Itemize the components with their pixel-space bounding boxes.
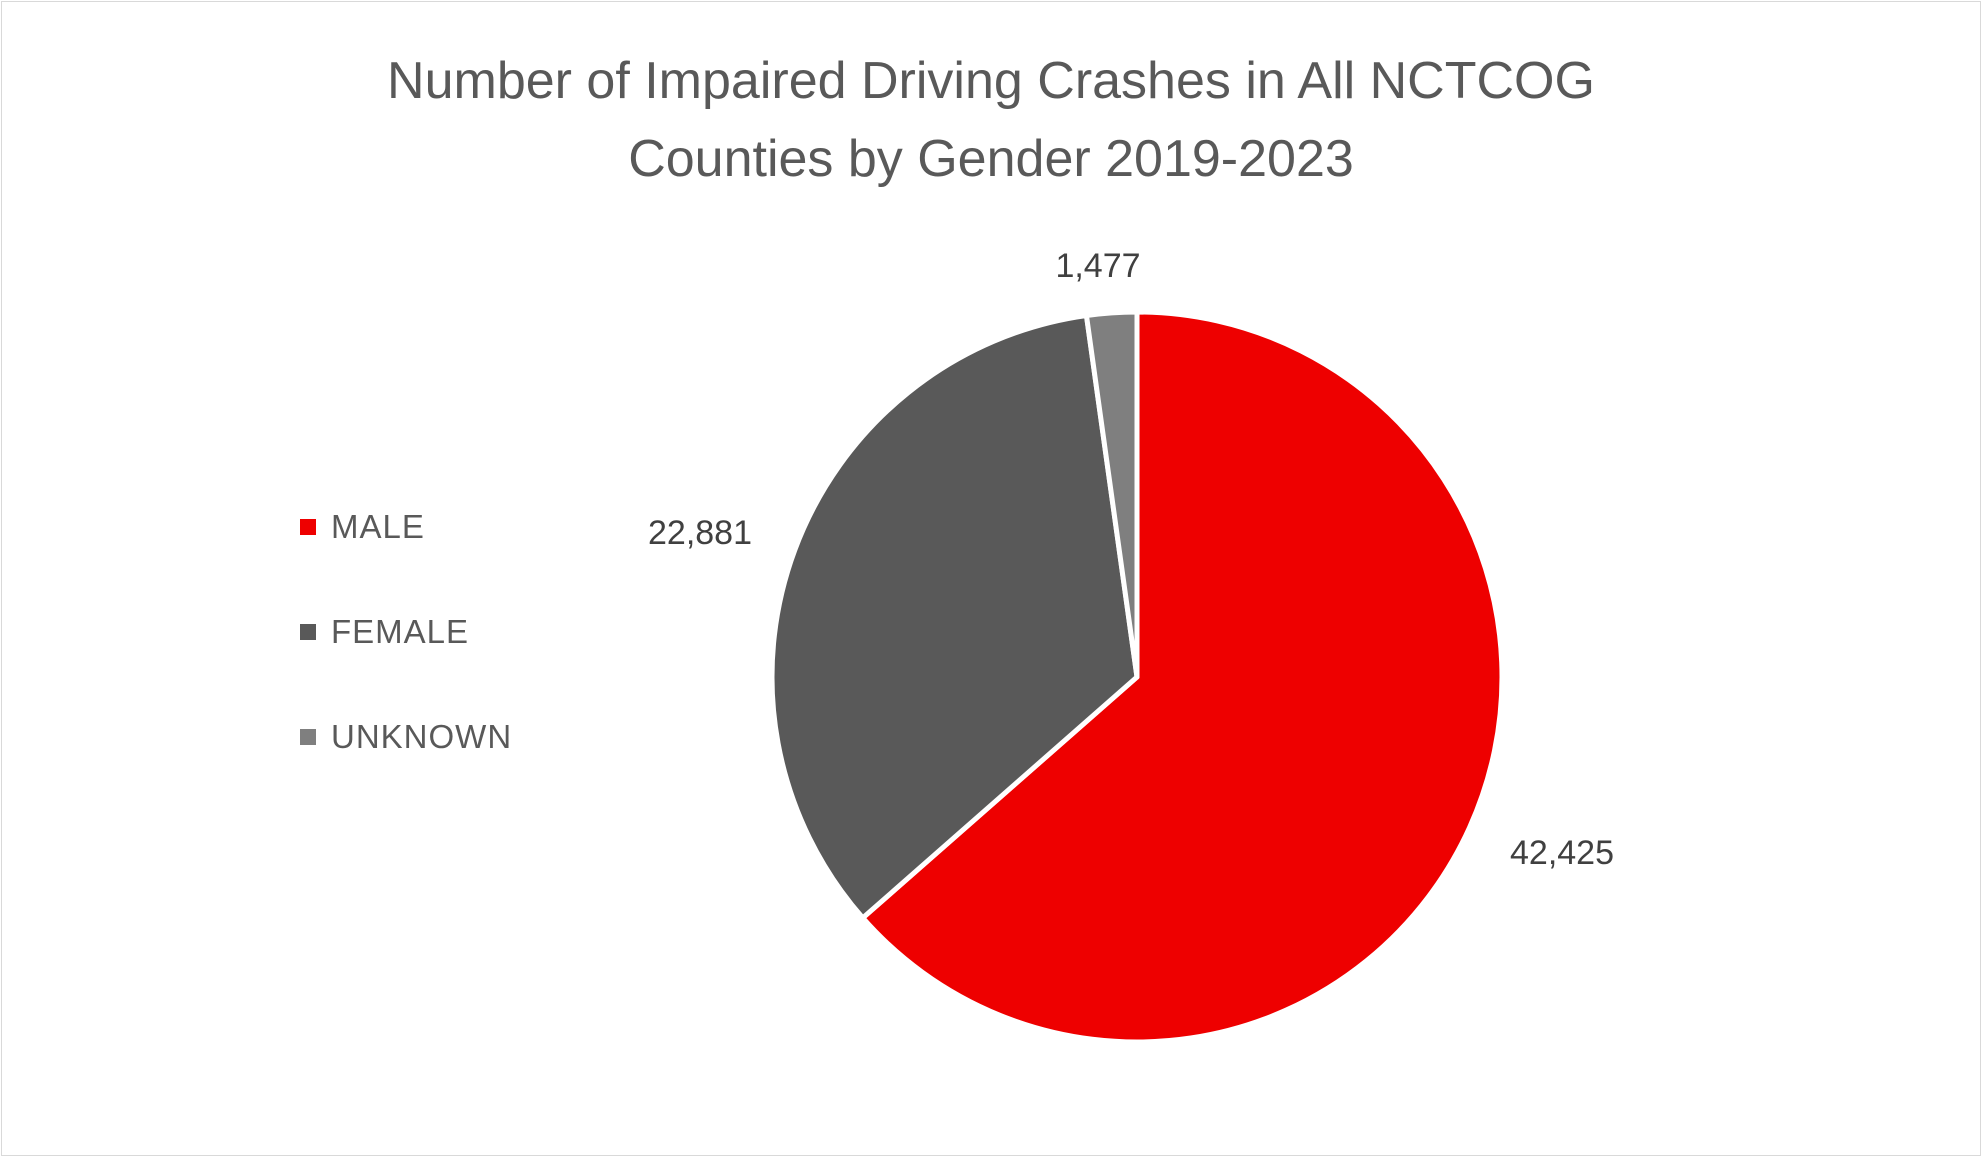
- pie-slice-unknown: [1083, 309, 1140, 680]
- chart-title-line-1: Number of Impaired Driving Crashes in Al…: [387, 52, 1595, 110]
- legend-item-male: MALE: [300, 508, 425, 546]
- chart-title-line-2: Counties by Gender 2019-2023: [628, 130, 1354, 188]
- legend-label-female: FEMALE: [331, 613, 470, 650]
- legend-swatch-unknown: [300, 729, 316, 745]
- legend-swatch-male: [300, 519, 316, 535]
- legend-item-female: FEMALE: [300, 613, 469, 651]
- data-label-female: 22,881: [648, 514, 752, 552]
- pie-slice-female: [769, 313, 1140, 921]
- legend-label-unknown: UNKNOWN: [331, 718, 513, 755]
- data-label-unknown: 1,477: [1055, 247, 1140, 285]
- legend-label-male: MALE: [331, 508, 425, 545]
- pie-slice-male: [860, 309, 1505, 1045]
- data-label-male: 42,425: [1510, 834, 1614, 872]
- legend-swatch-female: [300, 624, 316, 640]
- legend-item-unknown: UNKNOWN: [300, 718, 512, 756]
- chart-title: Number of Impaired Driving Crashes in Al…: [0, 42, 1982, 198]
